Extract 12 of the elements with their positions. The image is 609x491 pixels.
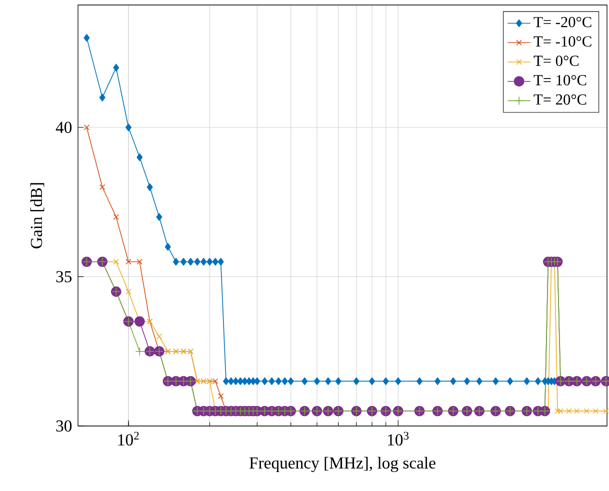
x-tick-label: 10$^{2}$ — [118, 432, 139, 446]
legend-label: T= -20°C — [534, 16, 592, 28]
y-tick-label: 30 — [56, 420, 72, 432]
x-tick-label: 10$^{3}$ — [388, 432, 409, 446]
x-axis-title: Frequency [MHz], log scale — [250, 456, 436, 472]
legend-label: T= 20°C — [534, 94, 586, 105]
legend-label: T= -10°C — [534, 36, 592, 47]
y-axis-title: Gain [dB] — [30, 183, 44, 248]
legend-label: T= 10°C — [534, 75, 586, 86]
y-tick-label: 40 — [56, 122, 72, 134]
legend-label: T= 0°C — [534, 56, 578, 66]
y-tick-label: 35 — [56, 271, 72, 282]
